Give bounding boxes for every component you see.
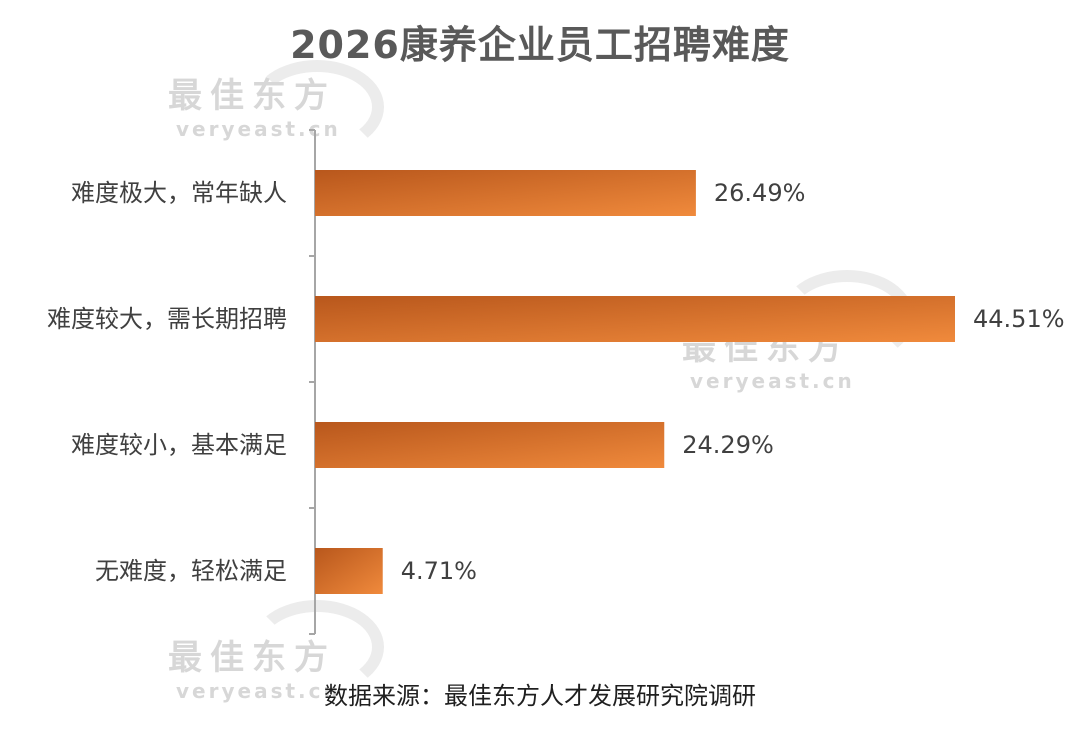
bar-3 — [315, 422, 665, 468]
bar-2 — [315, 296, 955, 342]
source-note: 数据来源：最佳东方人才发展研究院调研 — [324, 682, 756, 710]
bar-1 — [315, 170, 696, 216]
value-label: 4.71% — [401, 557, 477, 585]
category-label: 难度较大，需长期招聘 — [47, 305, 287, 333]
value-label: 26.49% — [714, 179, 806, 207]
value-label: 44.51% — [973, 305, 1065, 333]
category-label: 难度极大，常年缺人 — [71, 179, 287, 207]
category-label: 无难度，轻松满足 — [95, 557, 287, 585]
bar-4 — [315, 548, 383, 594]
value-label: 24.29% — [682, 431, 774, 459]
category-label: 难度较小，基本满足 — [71, 431, 287, 459]
chart-title: 2026康养企业员工招聘难度 — [290, 23, 790, 67]
